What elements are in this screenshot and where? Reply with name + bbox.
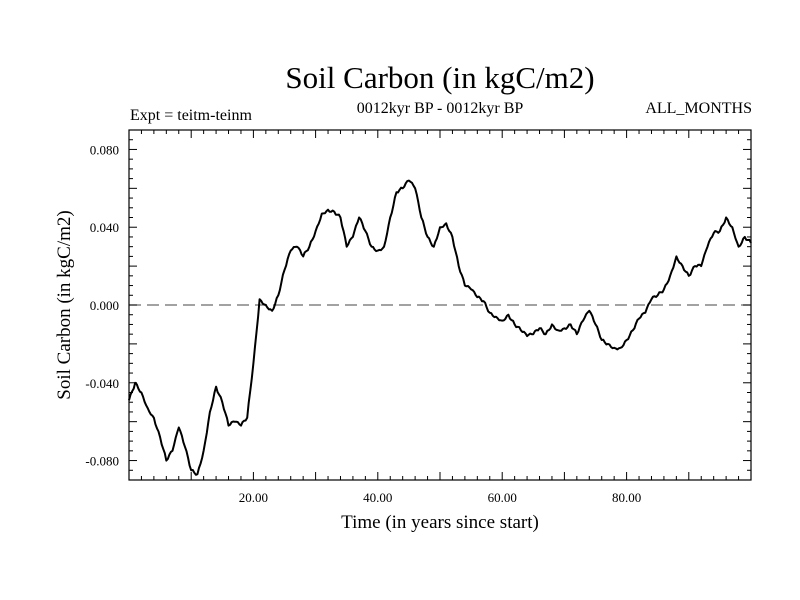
y-tick-label: 0.000	[90, 298, 119, 313]
experiment-label: Expt = teitm-teinm	[130, 107, 252, 124]
x-tick-labels: 20.00 40.00 60.00 80.00	[239, 490, 641, 505]
y-tick-label: 0.040	[90, 220, 119, 235]
y-tick-labels: 0.080 0.040 0.000 -0.040 -0.080	[85, 142, 119, 468]
x-tick-label: 60.00	[488, 490, 517, 505]
period-label: 0012kyr BP - 0012kyr BP	[357, 100, 524, 117]
chart-title: Soil Carbon (in kgC/m2)	[285, 60, 594, 95]
y-tick-label: 0.080	[90, 142, 119, 157]
y-axis-label: Soil Carbon (in kgC/m2)	[54, 210, 75, 399]
x-tick-label: 40.00	[363, 490, 392, 505]
x-tick-label: 80.00	[612, 490, 641, 505]
x-axis-label: Time (in years since start)	[341, 512, 539, 533]
y-tick-label: -0.040	[85, 376, 119, 391]
x-tick-label: 20.00	[239, 490, 268, 505]
axis-ticks	[129, 130, 751, 480]
series-line-teitm-teinm	[128, 179, 752, 476]
months-label: ALL_MONTHS	[645, 100, 752, 117]
plot-frame	[128, 129, 752, 481]
y-tick-label: -0.080	[85, 454, 119, 469]
